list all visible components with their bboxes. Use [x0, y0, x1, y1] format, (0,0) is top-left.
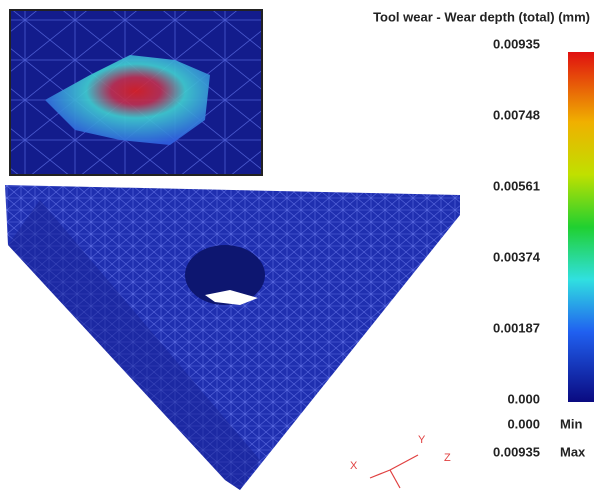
scene: Tool wear - Wear depth (total) (mm) 0.00… — [0, 0, 594, 493]
axis-z: Z — [444, 452, 451, 464]
colorbar-tick-label: 0.00374 — [493, 249, 541, 264]
axis-x: X — [350, 460, 358, 472]
max-label: Max — [560, 444, 586, 459]
colorbar — [568, 52, 594, 402]
axis-triad — [370, 455, 418, 488]
legend-title: Tool wear - Wear depth (total) (mm) — [373, 9, 590, 24]
colorbar-tick-label: 0.00561 — [493, 178, 540, 193]
colorbar-tick-label: 0.00935 — [493, 36, 540, 51]
max-value: 0.00935 — [493, 444, 540, 459]
min-label: Min — [560, 416, 582, 431]
colorbar-tick-label: 0.00187 — [493, 320, 540, 335]
colorbar-tick-label: 0.00748 — [493, 107, 540, 122]
colorbar-tick-label: 0.000 — [507, 391, 540, 406]
min-value: 0.000 — [507, 416, 540, 431]
axis-y: Y — [418, 434, 426, 446]
screenshot: Tool wear - Wear depth (total) (mm) 0.00… — [0, 0, 594, 493]
